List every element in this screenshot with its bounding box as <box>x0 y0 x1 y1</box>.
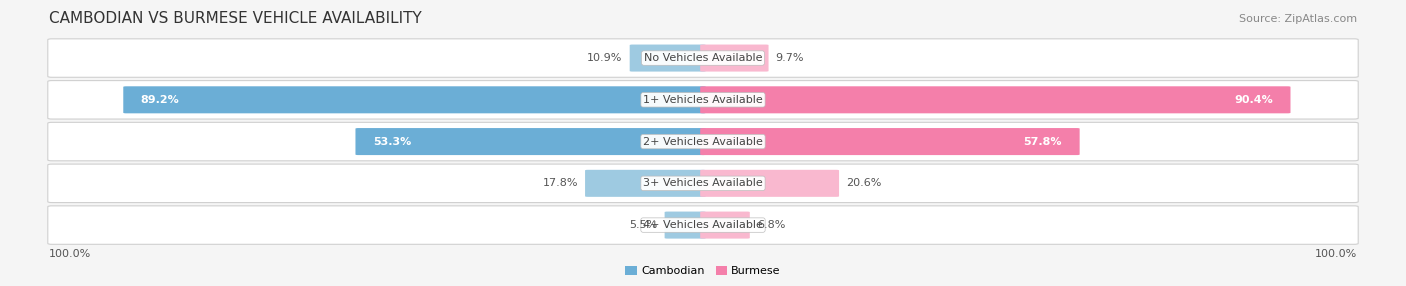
FancyBboxPatch shape <box>48 81 1358 119</box>
Text: CAMBODIAN VS BURMESE VEHICLE AVAILABILITY: CAMBODIAN VS BURMESE VEHICLE AVAILABILIT… <box>49 11 422 26</box>
FancyBboxPatch shape <box>700 212 749 239</box>
Text: 20.6%: 20.6% <box>846 178 882 188</box>
Text: No Vehicles Available: No Vehicles Available <box>644 53 762 63</box>
Text: 17.8%: 17.8% <box>543 178 578 188</box>
Text: 2+ Vehicles Available: 2+ Vehicles Available <box>643 137 763 146</box>
FancyBboxPatch shape <box>48 122 1358 161</box>
FancyBboxPatch shape <box>48 39 1358 77</box>
Text: 6.8%: 6.8% <box>756 220 785 230</box>
FancyBboxPatch shape <box>700 128 1080 155</box>
FancyBboxPatch shape <box>700 86 1291 113</box>
Text: 57.8%: 57.8% <box>1024 137 1062 146</box>
FancyBboxPatch shape <box>700 170 839 197</box>
Legend: Cambodian, Burmese: Cambodian, Burmese <box>621 261 785 281</box>
Text: 100.0%: 100.0% <box>1315 249 1357 259</box>
FancyBboxPatch shape <box>356 128 706 155</box>
FancyBboxPatch shape <box>48 164 1358 202</box>
FancyBboxPatch shape <box>48 206 1358 244</box>
Text: 5.5%: 5.5% <box>630 220 658 230</box>
FancyBboxPatch shape <box>700 45 769 72</box>
Text: 1+ Vehicles Available: 1+ Vehicles Available <box>643 95 763 105</box>
Text: 9.7%: 9.7% <box>776 53 804 63</box>
Text: 89.2%: 89.2% <box>141 95 180 105</box>
Text: 90.4%: 90.4% <box>1234 95 1272 105</box>
FancyBboxPatch shape <box>665 212 706 239</box>
Text: 4+ Vehicles Available: 4+ Vehicles Available <box>643 220 763 230</box>
FancyBboxPatch shape <box>124 86 706 113</box>
FancyBboxPatch shape <box>630 45 706 72</box>
Text: 3+ Vehicles Available: 3+ Vehicles Available <box>643 178 763 188</box>
FancyBboxPatch shape <box>585 170 706 197</box>
Text: Source: ZipAtlas.com: Source: ZipAtlas.com <box>1239 14 1357 23</box>
Text: 10.9%: 10.9% <box>588 53 623 63</box>
Text: 100.0%: 100.0% <box>49 249 91 259</box>
Text: 53.3%: 53.3% <box>373 137 412 146</box>
